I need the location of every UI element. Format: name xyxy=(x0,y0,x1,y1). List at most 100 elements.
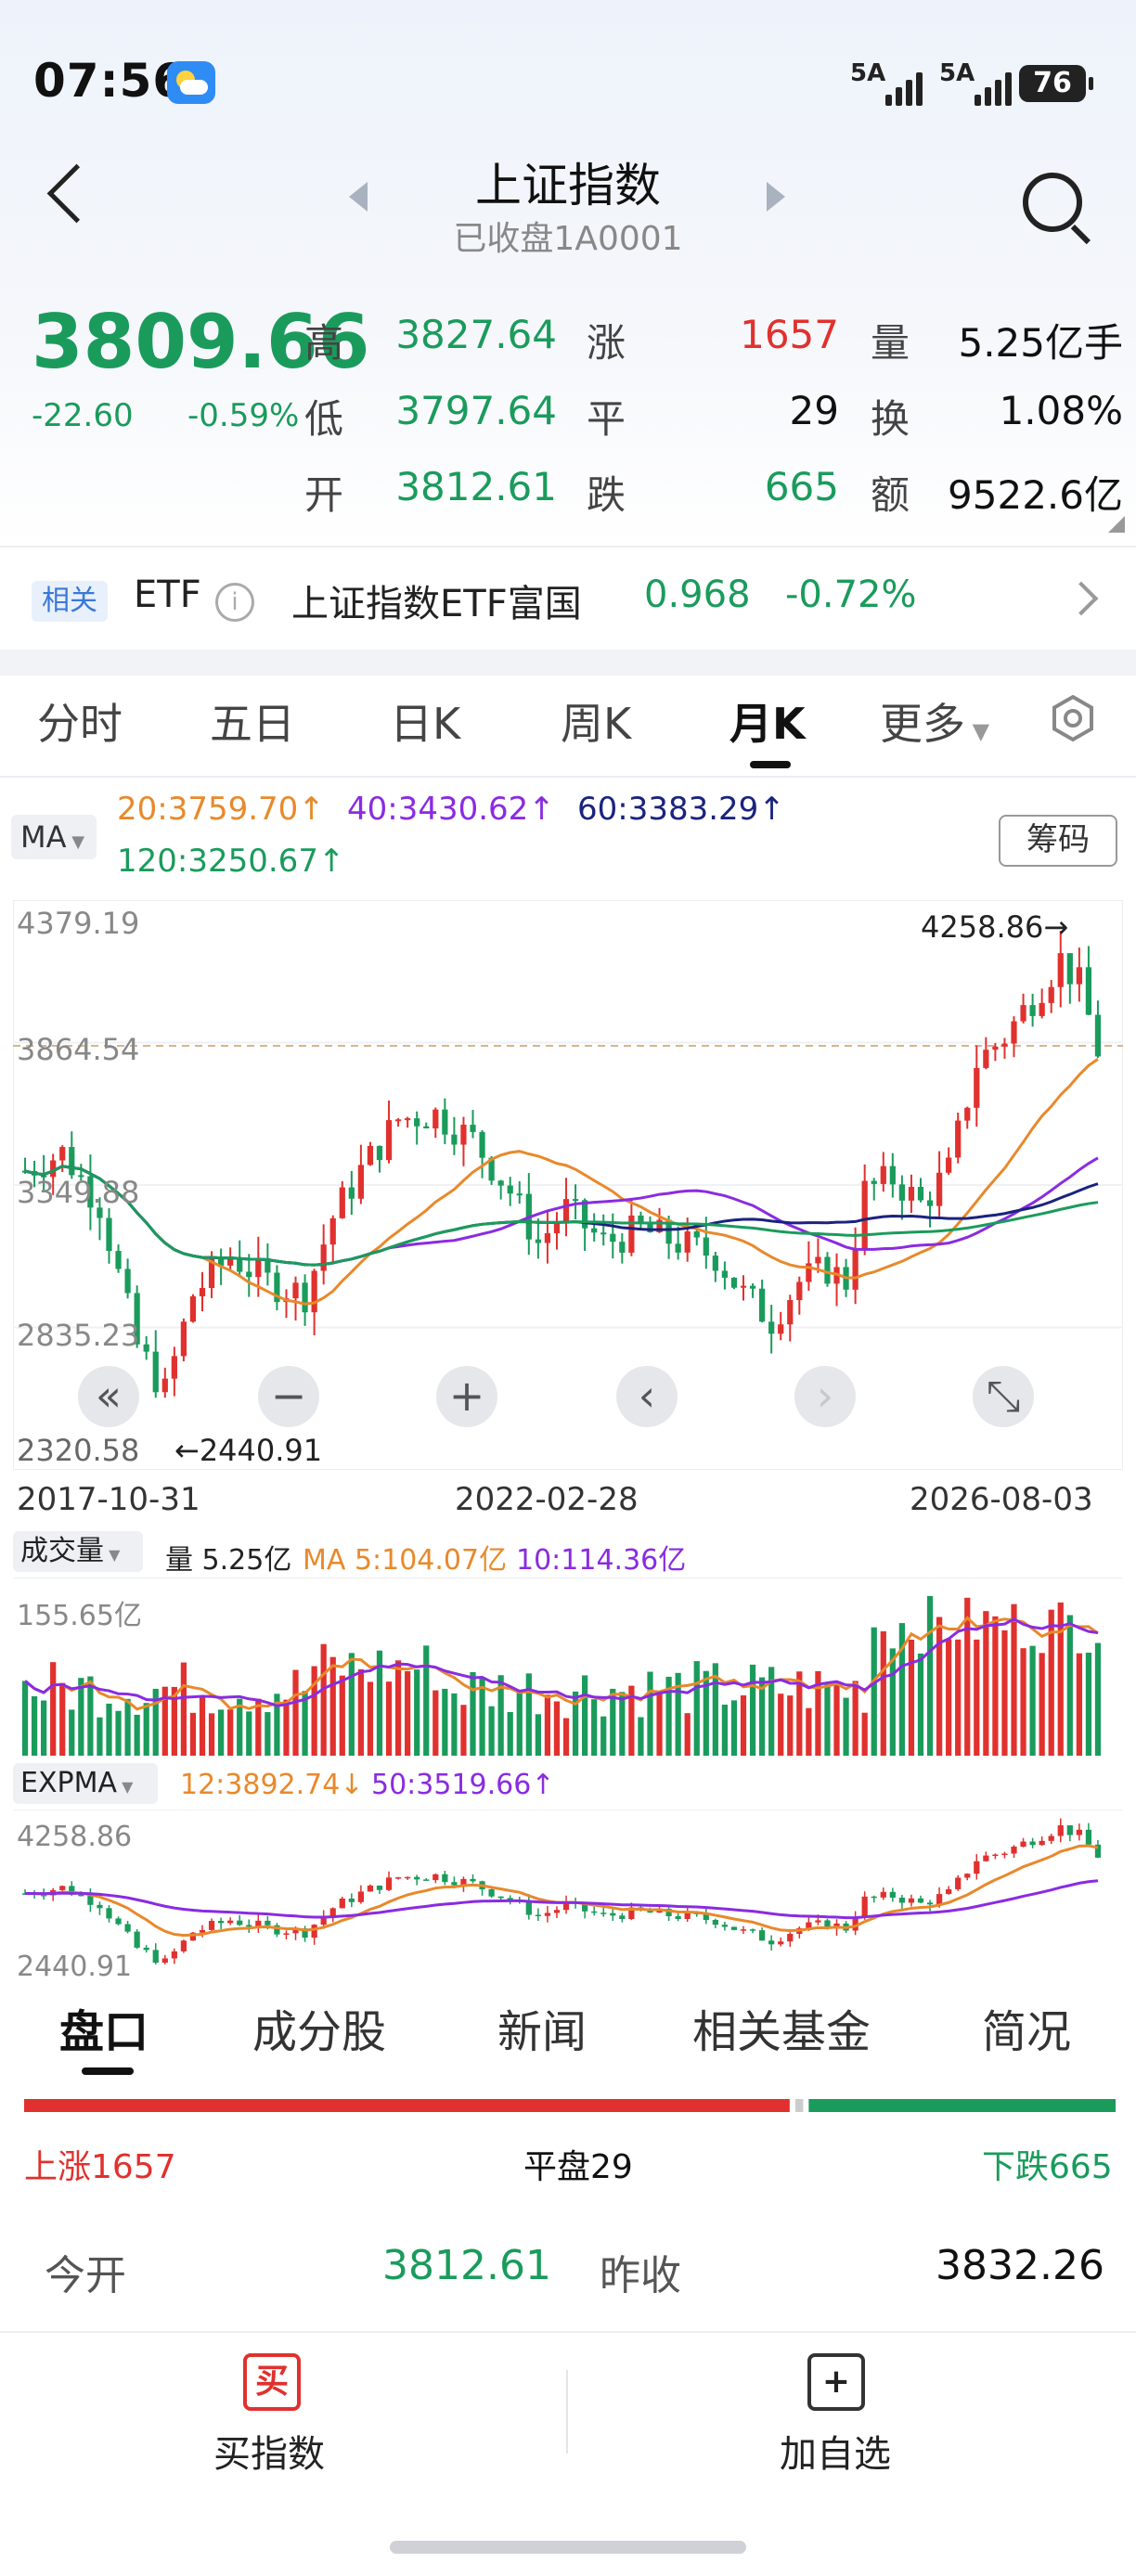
expma-candle-body xyxy=(217,1921,225,1924)
related-etf-row[interactable] xyxy=(0,547,1136,650)
tab-monthly-k[interactable]: 月K xyxy=(729,699,806,749)
volume-bar xyxy=(376,1650,383,1756)
volume-ma5: MA 5:104.07亿 xyxy=(303,1544,508,1577)
tab-daily-k[interactable]: 日K xyxy=(390,699,461,749)
volume-bar xyxy=(1094,1642,1102,1756)
buy-index-button[interactable]: 买指数 xyxy=(213,2433,325,2476)
candle-body xyxy=(562,1199,570,1224)
zoom-out-button[interactable]: − xyxy=(258,1366,319,1427)
volume-bar xyxy=(106,1703,112,1756)
expma-candle-body xyxy=(684,1912,691,1919)
tab-related-funds[interactable]: 相关基金 xyxy=(692,2006,871,2058)
info-icon[interactable]: i xyxy=(215,583,254,622)
volume-bar xyxy=(302,1691,308,1756)
scroll-start-button[interactable]: « xyxy=(78,1366,139,1427)
scroll-left-button[interactable]: ‹ xyxy=(616,1366,678,1427)
volume-bar xyxy=(1076,1653,1082,1756)
candle-body xyxy=(787,1300,794,1325)
active-tab-indicator xyxy=(82,2067,134,2075)
expand-corner-icon[interactable] xyxy=(1108,516,1125,533)
volume-ma10: 10:114.36亿 xyxy=(516,1544,687,1577)
expma-candle-body xyxy=(926,1902,934,1905)
volume-axis-max: 155.65亿 xyxy=(17,1600,142,1632)
volume-bar xyxy=(423,1645,430,1756)
volume-bar xyxy=(992,1616,999,1756)
candle-body xyxy=(302,1282,308,1313)
expma-candle-body xyxy=(376,1886,383,1890)
candle-body xyxy=(376,1145,383,1161)
volume-bar xyxy=(553,1701,561,1756)
add-watchlist-icon[interactable]: + xyxy=(807,2353,865,2411)
candle-body xyxy=(889,1166,896,1185)
candle-body xyxy=(451,1134,458,1145)
expma-candle-body xyxy=(320,1916,327,1926)
ma40-value: 40:3430.62↑ xyxy=(347,791,555,828)
candle-body xyxy=(1048,986,1054,1003)
expma-candle-body xyxy=(69,1886,75,1895)
zoom-in-button[interactable]: + xyxy=(436,1366,497,1427)
volume-bar xyxy=(758,1677,766,1756)
down-count: 665 xyxy=(764,464,839,509)
tab-more[interactable]: 更多 ▼ xyxy=(880,690,989,752)
candle-body xyxy=(217,1258,225,1266)
candle-body xyxy=(898,1184,906,1201)
candle-body xyxy=(237,1257,243,1272)
volume-bar xyxy=(199,1697,206,1756)
expma-candle-body xyxy=(339,1898,345,1909)
add-watchlist-button[interactable]: 加自选 xyxy=(780,2433,891,2476)
active-tab-indicator xyxy=(750,761,791,768)
expma-candle-body xyxy=(59,1886,66,1890)
expma12-value: 12:3892.74↓ xyxy=(180,1769,364,1801)
candle-body xyxy=(852,1248,858,1290)
page-title: 上证指数 xyxy=(475,159,661,213)
etf-name[interactable]: 上证指数ETF富国 xyxy=(291,583,582,625)
scroll-right-button[interactable]: › xyxy=(794,1366,856,1427)
volume-bar xyxy=(1029,1645,1036,1756)
volume-bar xyxy=(1039,1653,1045,1756)
tab-weekly-k[interactable]: 周K xyxy=(561,699,632,749)
volume-selector[interactable]: 成交量 ▼ xyxy=(13,1531,143,1572)
volume-bar xyxy=(1085,1652,1092,1756)
chip-distribution-button[interactable]: 筹码 xyxy=(999,815,1117,867)
candle-body xyxy=(591,1228,598,1233)
search-icon[interactable] xyxy=(1023,173,1082,232)
settings-gear-icon[interactable] xyxy=(1049,694,1097,742)
tab-quote-board[interactable]: 盘口 xyxy=(59,2006,149,2058)
expma-candle-body xyxy=(414,1876,420,1880)
expma-candle-body xyxy=(357,1891,365,1902)
tab-five-day[interactable]: 五日 xyxy=(210,699,295,749)
tab-constituents[interactable]: 成分股 xyxy=(252,2006,387,2058)
tab-intraday[interactable]: 分时 xyxy=(37,699,123,749)
prev-stock-icon[interactable] xyxy=(349,182,368,212)
candle-body xyxy=(115,1251,122,1269)
caret-down-icon: ▼ xyxy=(104,1546,121,1564)
expma-candle-body xyxy=(525,1900,532,1915)
next-stock-icon[interactable] xyxy=(767,182,785,212)
volume-bar xyxy=(124,1698,131,1756)
volume-bar xyxy=(357,1668,365,1756)
ma60-value: 60:3383.29↑ xyxy=(577,791,785,828)
volume-bar xyxy=(898,1623,906,1756)
expma-candle-body xyxy=(97,1904,103,1909)
candle-body xyxy=(544,1233,551,1243)
volume-bar xyxy=(843,1697,849,1756)
tab-overview[interactable]: 简况 xyxy=(982,2006,1072,2058)
expma-selector[interactable]: EXPMA ▼ xyxy=(13,1763,158,1804)
home-indicator[interactable] xyxy=(390,2541,746,2554)
kline-chart[interactable] xyxy=(13,900,1123,1470)
buy-icon[interactable]: 买 xyxy=(243,2353,301,2411)
flat-label: 平 xyxy=(587,396,626,442)
fullscreen-button[interactable]: ⤡ xyxy=(973,1366,1034,1427)
price-change-pct: -0.59% xyxy=(187,397,300,434)
expma-candle-body xyxy=(898,1897,906,1903)
candle-body xyxy=(394,1119,402,1122)
ma-selector[interactable]: MA ▼ xyxy=(11,815,97,859)
volume-bar xyxy=(619,1692,626,1756)
expma-candle-body xyxy=(964,1874,971,1878)
network-label-1: 5A xyxy=(850,59,886,87)
candle-body xyxy=(87,1176,94,1208)
price-change: -22.60 xyxy=(32,397,134,434)
expma-candle-body xyxy=(115,1918,122,1925)
candle-body xyxy=(647,1223,653,1232)
tab-news[interactable]: 新闻 xyxy=(497,2006,587,2058)
